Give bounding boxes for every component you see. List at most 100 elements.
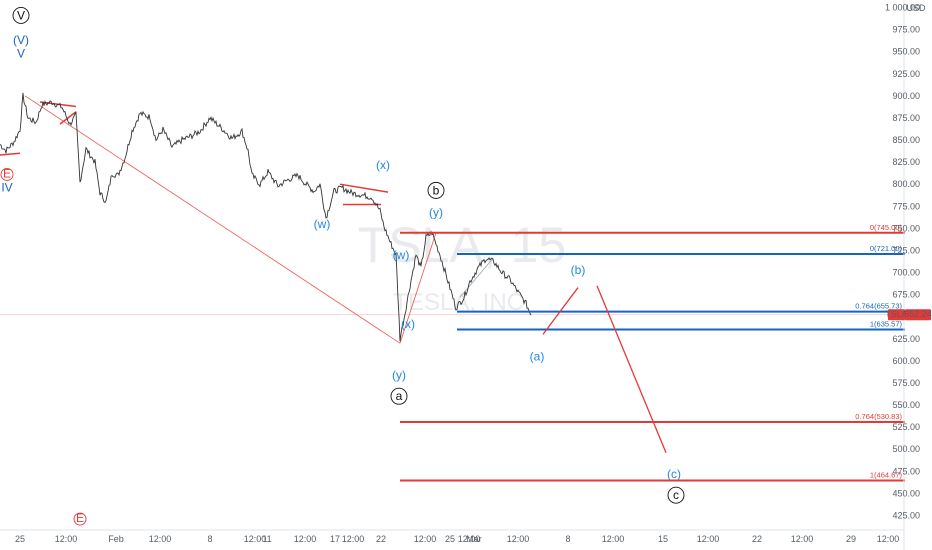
- wave-label-circle: [667, 486, 685, 504]
- wave-label: (a): [530, 349, 545, 363]
- trend-lines: [0, 95, 494, 344]
- wave-label: (x): [401, 317, 415, 331]
- trend-line: [24, 95, 401, 344]
- y-tick-label: 500.00: [892, 444, 920, 454]
- x-tick-label: 22: [376, 534, 386, 544]
- y-tick-label: 600.00: [892, 356, 920, 366]
- wave-label: V: [17, 46, 25, 60]
- wave-label: (b): [571, 263, 586, 277]
- x-tick-label: 8: [207, 534, 212, 544]
- trend-line: [59, 111, 77, 125]
- x-tick-label: 12:00: [414, 534, 437, 544]
- y-tick-label: 450.00: [892, 488, 920, 498]
- wave-label-circle: [0, 168, 14, 181]
- y-tick-label: 725.00: [892, 245, 920, 255]
- price-badge-bg: [905, 309, 931, 321]
- trend-line: [339, 183, 389, 193]
- price-badge: 652.24: [904, 309, 932, 319]
- fib-level-label: 0(721.00): [870, 244, 903, 253]
- x-tick-label: 12:00: [791, 534, 814, 544]
- x-tick-label: 12:00: [697, 534, 720, 544]
- x-tick-label: 29: [846, 534, 856, 544]
- wave-label: (V): [13, 33, 29, 47]
- y-tick-label: 900.00: [892, 91, 920, 101]
- trend-line: [459, 258, 494, 298]
- y-tick-label: 925.00: [892, 69, 920, 79]
- y-tick-label: 625.00: [892, 334, 920, 344]
- wave-label: (w): [393, 248, 410, 262]
- x-tick-label: 12:00: [602, 534, 625, 544]
- y-tick-label: 425.00: [892, 511, 920, 521]
- wave-label: b: [433, 183, 440, 197]
- x-tick-label: Mar: [466, 534, 482, 544]
- symbol-badge: TSLA: [885, 309, 908, 319]
- projection-leg-b-c: [596, 285, 667, 454]
- fib-level-label: 1(464.67): [870, 470, 903, 479]
- y-tick-label: 950.00: [892, 47, 920, 57]
- x-tick-label: Feb: [108, 534, 124, 544]
- wave-label: (y): [392, 368, 406, 382]
- fib-level-label: 0.764(530.83): [855, 412, 902, 421]
- wave-label: (y): [429, 205, 443, 219]
- x-tick-label: 12:00: [458, 534, 481, 544]
- projection-path: [542, 285, 667, 454]
- price-series: [0, 92, 532, 342]
- x-tick-label: 25: [15, 534, 25, 544]
- wave-label: a: [396, 389, 403, 403]
- y-tick-label: 875.00: [892, 113, 920, 123]
- projection-leg-a-b: [542, 287, 579, 335]
- y-tick-label: 750.00: [892, 223, 920, 233]
- y-tick-label: 825.00: [892, 157, 920, 167]
- wave-label-circle: [427, 181, 445, 199]
- trend-line: [399, 232, 437, 344]
- y-tick-label: 1 000.00: [885, 3, 920, 13]
- wave-label-circle: [73, 512, 87, 526]
- wave-label: (c): [667, 467, 681, 481]
- currency-label: USD: [906, 3, 926, 13]
- fib-level-label: 1(635.57): [870, 319, 903, 328]
- y-tick-label: 550.00: [892, 400, 920, 410]
- x-tick-label: 17: [330, 534, 340, 544]
- wave-label: IV: [1, 181, 12, 195]
- wave-label: (w): [314, 217, 331, 231]
- y-tick-label: 575.00: [892, 378, 920, 388]
- wave-label: (x): [376, 158, 390, 172]
- watermark-symbol: TSLA, 15: [358, 217, 566, 273]
- x-tick-label: 12:00: [507, 534, 530, 544]
- trend-line: [0, 152, 21, 156]
- price-path: [0, 92, 532, 342]
- x-tick-label: 12:00: [342, 534, 365, 544]
- y-tick-label: 525.00: [892, 422, 920, 432]
- fib-level-label: 0.764(655.73): [855, 302, 902, 311]
- symbol-badge-bg: [888, 309, 905, 321]
- wave-label: c: [673, 488, 679, 502]
- x-tick-label: 8: [565, 534, 570, 544]
- wave-label-circle: [12, 7, 30, 24]
- last-price-badge: TSLA 652.24: [885, 309, 932, 321]
- x-tick-label: 12:00: [149, 534, 172, 544]
- y-tick-label: 800.00: [892, 179, 920, 189]
- x-tick-label: 25: [445, 534, 455, 544]
- wave-label-circle: [390, 387, 408, 405]
- y-tick-label: 775.00: [892, 201, 920, 211]
- y-tick-label: 975.00: [892, 25, 920, 35]
- wave-label: E: [76, 511, 84, 525]
- fib-levels: 0(745.00) 0(721.00) 0.764(655.73) 1(635.57)…: [400, 223, 905, 482]
- x-tick-label: 12:00: [244, 534, 267, 544]
- x-tick-label: 12:00: [55, 534, 78, 544]
- wave-label: V: [17, 8, 25, 22]
- y-tick-label: 700.00: [892, 268, 920, 278]
- y-axis[interactable]: USD 1 000.00 975.00 950.00 925.00 900.00 875.…: [885, 0, 926, 550]
- fib-level-label: 0(745.00): [870, 223, 903, 232]
- y-tick-label: 675.00: [892, 290, 920, 300]
- y-tick-label: 850.00: [892, 135, 920, 145]
- x-tick-label: 11: [262, 534, 271, 544]
- wave-label: E: [3, 166, 11, 180]
- y-tick-label: 475.00: [892, 466, 920, 476]
- x-tick-label: 22: [752, 534, 762, 544]
- x-tick-label: 12:00: [294, 534, 317, 544]
